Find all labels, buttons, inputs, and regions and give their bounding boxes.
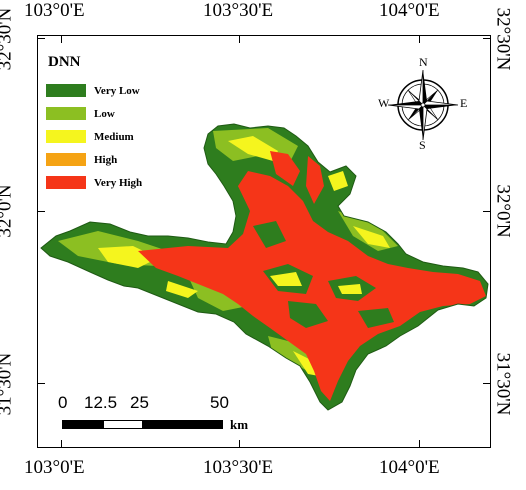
legend-item-low: Low: [46, 102, 186, 125]
frame-tick: [239, 36, 240, 43]
scale-label-25: 25: [130, 393, 149, 412]
basin-outline: [40, 123, 489, 411]
legend-swatch: [46, 153, 86, 166]
frame-tick: [61, 440, 62, 447]
frame-tick: [483, 383, 490, 384]
latitude-tick-right-2: 32°0'N: [492, 184, 514, 238]
scale-label-12-5: 12.5: [84, 393, 118, 412]
longitude-tick-top-3: 104°0'E: [379, 0, 440, 21]
legend-swatch: [46, 84, 86, 97]
frame-tick: [38, 38, 45, 39]
frame-tick: [483, 38, 490, 39]
frame-tick: [419, 36, 420, 43]
legend-label: Very Low: [94, 84, 140, 97]
legend-label: Very High: [94, 176, 143, 189]
compass-south-label: S: [419, 138, 426, 152]
scale-segment-2: [103, 420, 143, 429]
compass-east-label: E: [460, 96, 468, 110]
north-arrow: N S E W: [376, 55, 470, 152]
compass-west-label: W: [378, 96, 390, 110]
legend-label: High: [94, 153, 118, 166]
legend-item-very-low: Very Low: [46, 79, 186, 102]
latitude-tick-right-1: 32°30'N: [492, 7, 514, 71]
scale-segment-1: [62, 420, 103, 429]
latitude-tick-left-2: 32°0'N: [0, 184, 16, 238]
longitude-tick-bottom-3: 104°0'E: [379, 457, 440, 478]
scale-bar: 0 12.5 25 50 km: [58, 393, 258, 443]
frame-tick: [483, 211, 490, 212]
legend-swatch: [46, 107, 86, 120]
legend-swatch: [46, 176, 86, 189]
legend-label: Medium: [94, 130, 134, 143]
legend-swatch: [46, 130, 86, 143]
ridge-medium: [270, 272, 362, 294]
longitude-tick-bottom-1: 103°0'E: [24, 457, 85, 478]
compass-rose-icon: [387, 69, 459, 141]
frame-tick: [61, 36, 62, 43]
legend-label: Low: [94, 107, 115, 120]
frame-tick: [38, 383, 45, 384]
frame-tick: [38, 211, 45, 212]
legend-item-medium: Medium: [46, 125, 186, 148]
legend-item-high: High: [46, 148, 186, 171]
legend-item-very-high: Very High: [46, 171, 186, 194]
scale-label-50: 50: [210, 393, 229, 412]
latitude-tick-right-3: 31°30'N: [492, 352, 514, 416]
scale-label-0: 0: [58, 393, 68, 412]
frame-tick: [419, 440, 420, 447]
susceptibility-map: [40, 123, 489, 411]
zone-very-high: [138, 151, 486, 401]
legend: DNN Very Low Low Medium High Very High: [46, 54, 186, 194]
compass-north-label: N: [419, 55, 428, 69]
latitude-tick-left-3: 31°30'N: [0, 352, 16, 416]
longitude-tick-top-1: 103°0'E: [24, 0, 85, 21]
latitude-tick-left-1: 32°30'N: [0, 7, 16, 71]
longitude-tick-top-2: 103°30'E: [203, 0, 274, 21]
frame-tick: [239, 440, 240, 447]
scale-segment-3: [143, 420, 223, 429]
longitude-tick-bottom-2: 103°30'E: [203, 457, 274, 478]
ridge-very-low: [253, 221, 394, 328]
legend-title: DNN: [48, 54, 81, 70]
scale-unit: km: [230, 417, 249, 432]
